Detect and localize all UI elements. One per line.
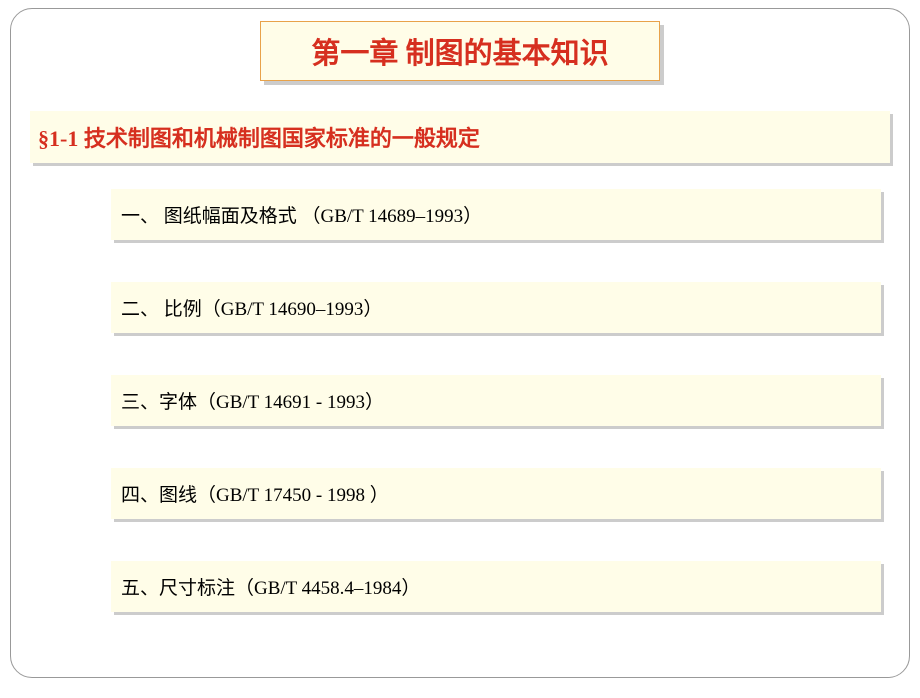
item-text: 三、字体（GB/T 14691 - 1993） bbox=[121, 392, 384, 413]
list-item: 五、尺寸标注（GB/T 4458.4–1984） bbox=[111, 561, 881, 612]
item-text: 二、 比例（GB/T 14690–1993） bbox=[121, 299, 382, 320]
list-item: 二、 比例（GB/T 14690–1993） bbox=[111, 282, 881, 333]
section-heading: §1-1 技术制图和机械制图国家标准的一般规定 bbox=[38, 126, 480, 151]
chapter-title: 第一章 制图的基本知识 bbox=[311, 38, 608, 70]
list-item: 一、 图纸幅面及格式 （GB/T 14689–1993） bbox=[111, 189, 881, 240]
item-text: 五、尺寸标注（GB/T 4458.4–1984） bbox=[121, 578, 420, 599]
slide-frame: 第一章 制图的基本知识 §1-1 技术制图和机械制图国家标准的一般规定 一、 图… bbox=[10, 8, 910, 678]
items-list: 一、 图纸幅面及格式 （GB/T 14689–1993） 二、 比例（GB/T … bbox=[111, 189, 881, 612]
item-text: 一、 图纸幅面及格式 （GB/T 14689–1993） bbox=[121, 206, 482, 227]
section-heading-box: §1-1 技术制图和机械制图国家标准的一般规定 bbox=[30, 111, 890, 163]
list-item: 三、字体（GB/T 14691 - 1993） bbox=[111, 375, 881, 426]
item-text: 四、图线（GB/T 17450 - 1998 ） bbox=[121, 485, 389, 506]
list-item: 四、图线（GB/T 17450 - 1998 ） bbox=[111, 468, 881, 519]
chapter-title-box: 第一章 制图的基本知识 bbox=[260, 21, 660, 81]
